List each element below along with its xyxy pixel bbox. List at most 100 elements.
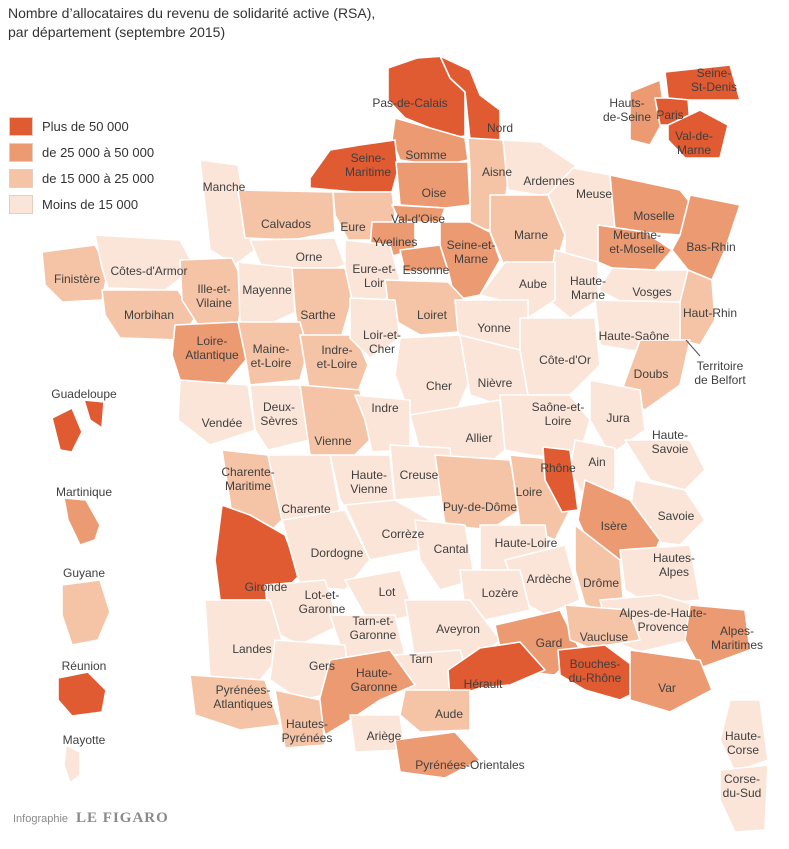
label-correze: Corrèze: [382, 527, 425, 541]
label-indre-et-loire: Indre-et-Loire: [317, 343, 358, 371]
region-vaucluse: [564, 604, 641, 649]
region-guadeloupe: [51, 407, 83, 453]
label-savoie: Savoie: [658, 509, 695, 523]
label-aude: Aude: [435, 707, 463, 721]
label-paris: Paris: [656, 108, 683, 122]
credit-brand-logo: LE FIGARO: [76, 810, 169, 826]
region-var: [629, 649, 713, 713]
region-aude: [399, 689, 471, 733]
label-doubs: Doubs: [634, 367, 669, 381]
label-hauts-de-seine: Hauts-de-Seine: [603, 96, 651, 124]
label-orne: Orne: [296, 250, 323, 264]
label-ardeche: Ardèche: [527, 572, 572, 586]
label-meuse: Meuse: [576, 187, 612, 201]
label-cher: Cher: [426, 379, 452, 393]
label-jura: Jura: [606, 411, 630, 425]
legend-swatch: [9, 194, 33, 214]
label-vosges: Vosges: [632, 285, 671, 299]
label-isere: Isère: [601, 519, 628, 533]
department-shapes: [41, 55, 769, 833]
label-bouches-du-rhone: Bouches-du-Rhône: [569, 657, 622, 685]
label-loire-atlantique: Loire-Atlantique: [185, 334, 239, 362]
label-guyane: Guyane: [63, 566, 105, 580]
region-martinique: [63, 497, 101, 546]
label-charente: Charente: [281, 502, 331, 516]
label-guadeloupe: Guadeloupe: [51, 387, 117, 401]
label-pyrenees-atlantiques: Pyrénées-Atlantiques: [213, 683, 272, 711]
label-somme: Somme: [405, 148, 447, 162]
label-eure: Eure: [340, 220, 366, 234]
label-puy-de-dome: Puy-de-Dôme: [443, 500, 517, 514]
label-manche: Manche: [203, 180, 246, 194]
label-allier: Allier: [466, 431, 493, 445]
label-hautes-alpes: Hautes-Alpes: [653, 551, 695, 579]
label-haute-loire: Haute-Loire: [495, 536, 558, 550]
label-indre: Indre: [371, 401, 399, 415]
label-loire: Loire: [516, 485, 543, 499]
legend-label: de 15 000 à 25 000: [42, 170, 155, 186]
label-deux-sevres: Deux-Sèvres: [260, 400, 297, 428]
label-charente-maritime: Charente-Maritime: [221, 465, 274, 493]
label-gers: Gers: [309, 659, 335, 673]
label-oise: Oise: [422, 186, 447, 200]
legend: Plus de 50 000 de 25 000 à 50 000 de 15 …: [9, 113, 154, 217]
label-martinique: Martinique: [56, 485, 112, 499]
label-corse-du-sud: Corse-du-Sud: [723, 772, 762, 800]
region-vienne: [299, 384, 371, 461]
region-manche: [199, 159, 256, 266]
region-reunion: [57, 671, 107, 717]
label-seine-maritime: Seine-Maritime: [345, 151, 391, 179]
label-landes: Landes: [232, 642, 271, 656]
legend-item-25000-50000: de 25 000 à 50 000: [9, 139, 154, 165]
label-alpes-maritimes: Alpes-Maritimes: [711, 624, 763, 652]
label-dordogne: Dordogne: [311, 546, 364, 560]
label-sarthe: Sarthe: [300, 308, 336, 322]
label-gard: Gard: [536, 636, 563, 650]
legend-item-15000-25000: de 15 000 à 25 000: [9, 165, 154, 191]
label-loiret: Loiret: [417, 308, 448, 322]
label-haute-garonne: Haute-Garonne: [351, 666, 398, 694]
label-nord: Nord: [487, 121, 513, 135]
label-calvados: Calvados: [261, 217, 311, 231]
label-tarn-et-garonne: Tarn-et-Garonne: [350, 614, 397, 642]
label-pas-de-calais: Pas-de-Calais: [372, 96, 447, 110]
label-haute-savoie: Haute-Savoie: [652, 428, 689, 456]
region-vendee: [177, 379, 256, 446]
label-meurthe-et-moselle: Meurthe-et-Moselle: [609, 228, 665, 256]
label-territoire-de-belfort: Territoire de Belfort: [694, 359, 746, 387]
label-seine-st-denis: Seine-St-Denis: [691, 66, 737, 94]
label-vaucluse: Vaucluse: [580, 630, 629, 644]
legend-swatch: [9, 142, 33, 162]
region-loir-et-cher: [349, 297, 401, 359]
label-maine-et-loire: Maine-et-Loire: [251, 342, 292, 370]
legend-swatch: [9, 116, 33, 136]
region-puy-de-dome: [434, 454, 521, 531]
region-pyrenees-orientales: [394, 731, 481, 779]
label-ariege: Ariège: [367, 729, 402, 743]
label-aveyron: Aveyron: [436, 622, 480, 636]
label-aisne: Aisne: [482, 165, 512, 179]
label-eure-et-loir: Eure-et-Loir: [352, 262, 395, 290]
label-lozere: Lozère: [482, 586, 519, 600]
label-mayotte: Mayotte: [63, 733, 106, 747]
label-var: Var: [658, 681, 676, 695]
label-morbihan: Morbihan: [124, 308, 174, 322]
region-mayotte: [63, 744, 81, 784]
region-corse-du-sud: [719, 764, 769, 833]
label-finistere: Finistère: [54, 272, 100, 286]
label-lot-et-garonne: Lot-et-Garonne: [299, 588, 346, 616]
label-val-de-marne: Val-de-Marne: [675, 129, 713, 157]
label-herault: Hérault: [464, 677, 503, 691]
legend-label: de 25 000 à 50 000: [42, 144, 155, 160]
label-haut-rhin: Haut-Rhin: [683, 306, 737, 320]
label-haute-corse: Haute-Corse: [725, 729, 761, 757]
region-guyane: [61, 579, 111, 646]
label-creuse: Creuse: [400, 468, 439, 482]
map-title-line-1: Nombre d’allocataires du revenu de solid…: [8, 5, 376, 21]
label-loir-et-cher: Loir-et-Cher: [363, 328, 401, 356]
label-cote-d-or: Côte-d'Or: [539, 353, 591, 367]
map-title-line-2: par département (septembre 2015): [8, 24, 226, 40]
region-oise: [395, 161, 471, 209]
label-lot: Lot: [379, 585, 396, 599]
